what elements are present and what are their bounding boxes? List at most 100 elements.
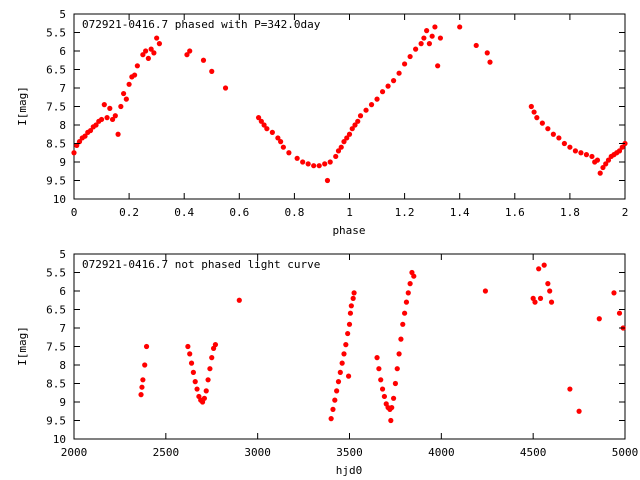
data-point xyxy=(258,118,264,124)
data-point xyxy=(140,377,146,383)
data-point xyxy=(424,28,430,34)
data-point xyxy=(392,380,399,387)
y-tick-label: 7.5 xyxy=(46,341,66,354)
data-point xyxy=(381,393,387,400)
x-tick-label: 4500 xyxy=(520,446,547,459)
x-tick-label: 1.4 xyxy=(450,206,470,219)
data-point xyxy=(145,55,151,62)
data-point xyxy=(148,46,154,52)
data-point xyxy=(418,41,424,47)
data-point xyxy=(139,384,145,390)
x-tick-label: 0.6 xyxy=(229,206,249,219)
data-point xyxy=(76,139,83,145)
data-point xyxy=(528,103,534,110)
phased-data-points xyxy=(71,24,628,184)
x-tick-label: 4000 xyxy=(428,446,455,459)
x-axis-label: phase xyxy=(332,224,365,237)
data-point xyxy=(311,163,317,169)
data-point xyxy=(556,135,562,141)
data-point xyxy=(348,303,354,309)
data-point xyxy=(616,310,623,316)
data-point xyxy=(207,366,213,372)
data-point xyxy=(437,35,444,41)
data-point xyxy=(109,116,116,123)
data-point xyxy=(531,109,537,115)
x-tick-label: 1 xyxy=(346,206,353,219)
data-point xyxy=(403,299,410,305)
y-tick-label: 5 xyxy=(59,8,66,21)
data-point xyxy=(616,148,623,154)
data-point xyxy=(567,144,573,150)
data-point xyxy=(363,107,369,113)
data-point xyxy=(435,63,441,69)
data-point xyxy=(368,102,375,108)
data-point xyxy=(541,262,547,268)
data-point xyxy=(236,297,242,303)
x-tick-label: 0.2 xyxy=(119,206,139,219)
unphased-data-points xyxy=(138,262,626,424)
chart-title: 072921-0416.7 not phased light curve xyxy=(82,258,320,271)
data-point xyxy=(120,90,127,97)
data-point xyxy=(330,406,336,412)
x-axis-ticks: 0 0.2 0.4 0.6 0.8 1 1.2 1.4 1.6 1.8 2 xyxy=(71,14,629,219)
data-point xyxy=(316,163,322,169)
data-point xyxy=(134,63,140,69)
data-point xyxy=(343,342,349,348)
data-point xyxy=(567,386,573,392)
data-point xyxy=(548,299,555,305)
data-point xyxy=(545,126,551,132)
data-point xyxy=(286,150,292,156)
data-point xyxy=(402,61,408,67)
data-point xyxy=(333,153,339,160)
data-point xyxy=(341,139,347,145)
data-point xyxy=(337,369,343,375)
data-point xyxy=(390,78,397,84)
data-point xyxy=(275,135,281,141)
data-point xyxy=(322,161,328,167)
data-point xyxy=(335,148,342,154)
data-point xyxy=(537,295,544,301)
x-tick-label: 2 xyxy=(622,206,629,219)
data-point xyxy=(597,170,603,176)
y-tick-label: 10 xyxy=(53,193,66,206)
data-point xyxy=(603,161,609,167)
data-point xyxy=(261,122,267,128)
data-point xyxy=(143,48,149,54)
data-point xyxy=(334,388,340,394)
data-point xyxy=(561,140,567,147)
data-point xyxy=(132,72,138,78)
data-point xyxy=(457,24,463,30)
data-point xyxy=(112,113,118,119)
data-point xyxy=(74,142,80,148)
data-point xyxy=(143,343,150,350)
data-point xyxy=(115,131,121,137)
data-point xyxy=(589,153,595,160)
x-axis-label: hjd0 xyxy=(336,464,363,477)
y-axis-ticks: 5 5.5 6 6.5 7 7.5 8 8.5 9 9.5 10 xyxy=(46,8,625,206)
data-point xyxy=(398,336,404,342)
data-point xyxy=(269,129,275,135)
data-point xyxy=(536,266,542,272)
data-point xyxy=(405,290,411,296)
data-point xyxy=(378,377,384,383)
data-point xyxy=(138,392,144,398)
data-point xyxy=(107,105,113,111)
y-tick-label: 8.5 xyxy=(46,138,66,151)
x-tick-label: 1.2 xyxy=(395,206,415,219)
plot-frame xyxy=(73,253,626,440)
data-point xyxy=(324,177,331,184)
data-point xyxy=(619,144,625,150)
data-point xyxy=(547,288,553,294)
data-point xyxy=(222,85,229,91)
data-point xyxy=(142,362,148,368)
y-tick-label: 8 xyxy=(59,119,66,132)
x-tick-label: 1.8 xyxy=(560,206,580,219)
y-tick-label: 10 xyxy=(53,433,66,446)
x-tick-label: 2000 xyxy=(61,446,88,459)
data-point xyxy=(413,46,419,52)
data-point xyxy=(200,57,207,63)
data-point xyxy=(572,148,579,154)
data-point xyxy=(300,159,306,165)
plot-frame xyxy=(73,13,626,200)
data-point xyxy=(151,50,157,56)
